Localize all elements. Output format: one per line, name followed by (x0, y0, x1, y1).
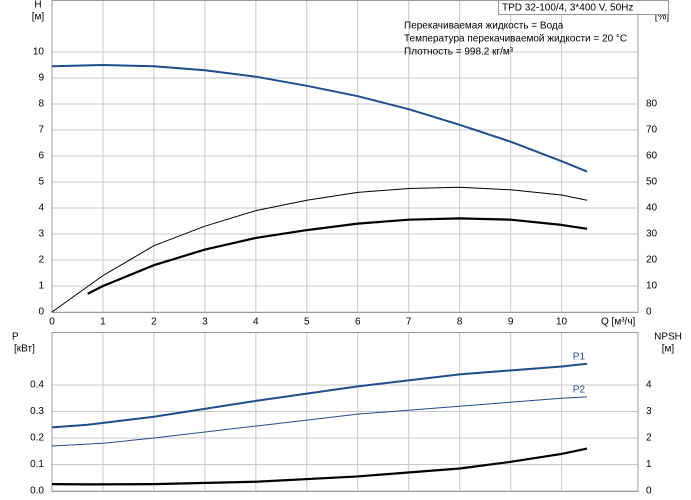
chart-title: TPD 32-100/4, 3*400 V, 50Hz (502, 3, 633, 14)
y2-unit: [%] (655, 12, 670, 23)
y2-tick-label: 0 (646, 486, 652, 497)
y2-tick-label: 70 (646, 125, 658, 136)
y-unit: [кВт] (14, 344, 35, 355)
y-tick-label: 0.0 (30, 486, 44, 497)
y2-tick-label: 3 (646, 406, 652, 417)
x-tick-label: 6 (355, 317, 361, 328)
y-tick-label: 0.4 (30, 380, 44, 391)
curve (87, 217, 588, 295)
y2-tick-label: 80 (646, 99, 658, 110)
y2-label: NPSH (654, 332, 682, 343)
curve (51, 186, 588, 313)
y2-tick-label: 0 (646, 307, 652, 318)
x-tick-label: 4 (253, 317, 259, 328)
plot-frame (51, 332, 639, 492)
y2-tick-label: 40 (646, 203, 658, 214)
y-label: H (34, 0, 41, 11)
y2-tick-label: 4 (646, 380, 652, 391)
y2-tick-label: 20 (646, 255, 658, 266)
y-tick-label: 8 (38, 99, 44, 110)
y2-tick-label: 10 (646, 281, 658, 292)
plot-frame (51, 0, 639, 313)
legend-label: P1 (573, 351, 586, 362)
x-tick-label: 3 (202, 317, 208, 328)
y-tick-label: 6 (38, 151, 44, 162)
annotation: Плотность = 998.2 кг/м³ (404, 47, 514, 58)
x-tick-label: 9 (508, 317, 514, 328)
title-box (498, 0, 669, 15)
y2-tick-label: 60 (646, 151, 658, 162)
y-tick-label: 0.1 (30, 459, 44, 470)
x-tick-label: 0 (49, 317, 55, 328)
x-tick-label: 5 (304, 317, 310, 328)
y-label: P (12, 332, 19, 343)
y-tick-label: 9 (38, 73, 44, 84)
y-tick-label: 0.2 (30, 433, 44, 444)
x-tick-label: 7 (406, 317, 412, 328)
y-tick-label: 5 (38, 177, 44, 188)
y-tick-label: 7 (38, 125, 44, 136)
y2-tick-label: 30 (646, 229, 658, 240)
y2-tick-label: 2 (646, 433, 652, 444)
y-tick-label: 4 (38, 203, 44, 214)
x-label: Q [м³/ч] (601, 317, 636, 328)
curve (51, 362, 588, 429)
y-tick-label: 0 (38, 307, 44, 318)
y-tick-label: 0.3 (30, 406, 44, 417)
y-tick-label: 3 (38, 229, 44, 240)
y2-tick-label: 1 (646, 459, 652, 470)
y-tick-label: 10 (33, 47, 45, 58)
x-tick-label: 10 (556, 317, 568, 328)
legend-label: P2 (573, 385, 586, 396)
y-tick-label: 2 (38, 255, 44, 266)
x-tick-label: 8 (457, 317, 463, 328)
y-unit: [м] (32, 12, 45, 23)
y2-unit: [м] (662, 344, 675, 355)
y-tick-label: 1 (38, 281, 44, 292)
annotation: Температура перекачиваемой жидкости = 20… (404, 34, 627, 45)
y2-tick-label: 50 (646, 177, 658, 188)
curve (51, 396, 588, 447)
x-tick-label: 2 (151, 317, 157, 328)
annotation: Перекачиваемая жидкость = Вода (404, 21, 564, 32)
x-tick-label: 1 (100, 317, 106, 328)
curve (51, 447, 588, 486)
curve (51, 64, 588, 173)
